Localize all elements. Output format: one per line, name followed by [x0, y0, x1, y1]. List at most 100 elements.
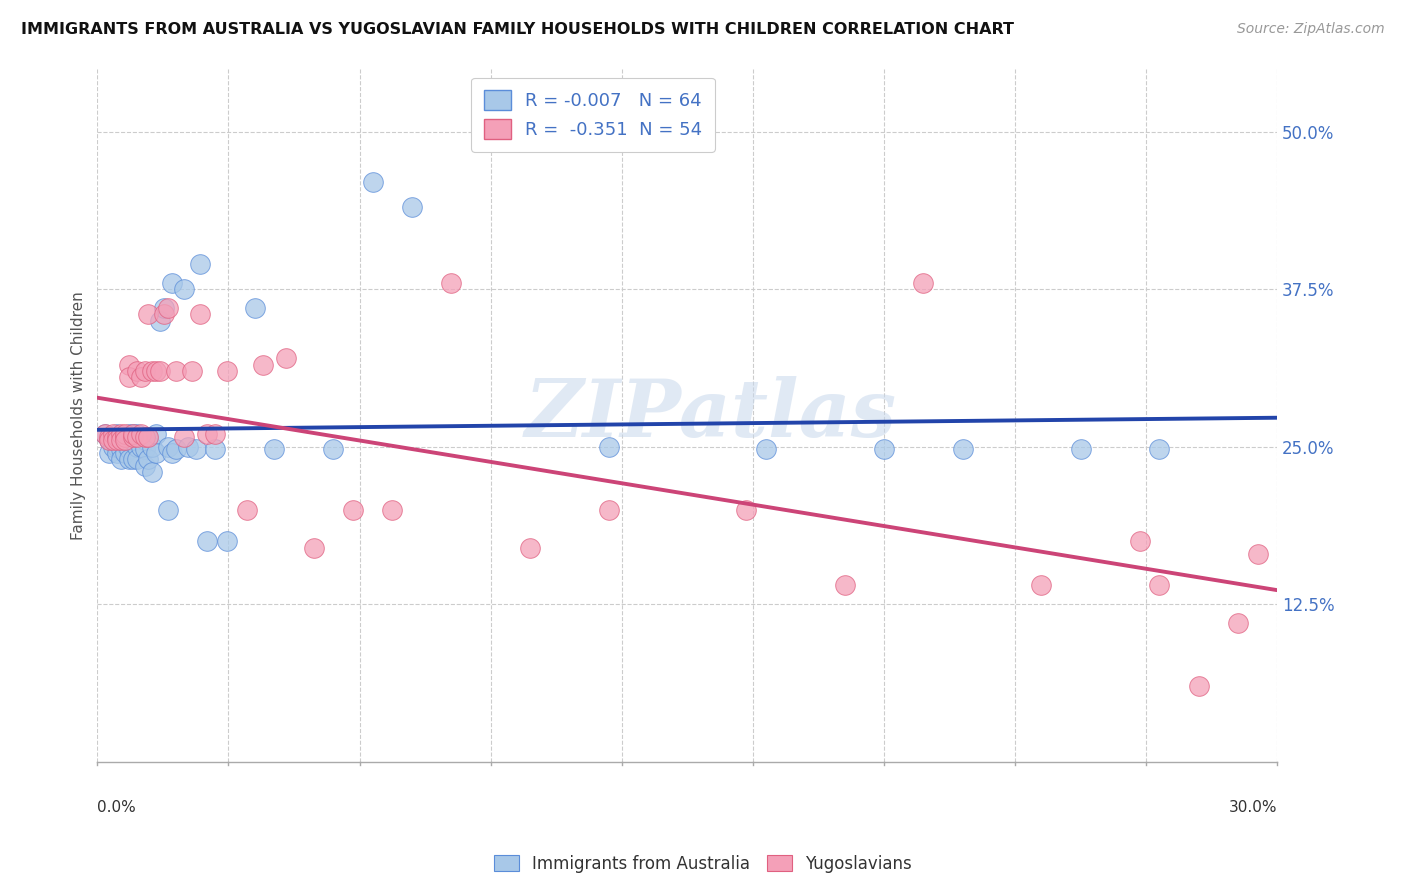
Point: [105, 434, 128, 448]
Point: [153, 307, 176, 321]
Point: [114, 429, 136, 443]
Point: [114, 446, 136, 460]
Point: [165, 442, 187, 457]
Point: [101, 434, 124, 448]
Y-axis label: Family Households with Children: Family Households with Children: [72, 291, 86, 540]
Point: [98, 446, 121, 460]
Point: [114, 434, 136, 448]
Point: [157, 440, 180, 454]
Text: 30.0%: 30.0%: [1229, 800, 1277, 815]
Point: [118, 427, 141, 442]
Point: [145, 427, 167, 442]
Point: [110, 434, 132, 448]
Point: [118, 370, 141, 384]
Text: ZIPatlas: ZIPatlas: [524, 376, 897, 454]
Point: [125, 452, 148, 467]
Point: [735, 502, 758, 516]
Point: [184, 442, 207, 457]
Point: [98, 434, 121, 448]
Point: [204, 442, 226, 457]
Point: [1246, 547, 1268, 561]
Point: [129, 427, 152, 442]
Point: [118, 358, 141, 372]
Point: [153, 301, 176, 315]
Point: [118, 442, 141, 457]
Point: [134, 364, 156, 378]
Point: [105, 446, 128, 460]
Point: [243, 301, 266, 315]
Point: [302, 541, 325, 555]
Point: [197, 534, 219, 549]
Point: [125, 427, 148, 442]
Point: [125, 364, 148, 378]
Point: [160, 446, 183, 460]
Point: [101, 434, 124, 448]
Point: [101, 427, 124, 442]
Point: [149, 364, 172, 378]
Point: [105, 429, 128, 443]
Point: [276, 351, 298, 366]
Point: [114, 427, 136, 442]
Text: Source: ZipAtlas.com: Source: ZipAtlas.com: [1237, 22, 1385, 37]
Point: [114, 437, 136, 451]
Point: [1187, 679, 1209, 693]
Point: [110, 442, 132, 457]
Point: [105, 427, 128, 442]
Text: IMMIGRANTS FROM AUSTRALIA VS YUGOSLAVIAN FAMILY HOUSEHOLDS WITH CHILDREN CORRELA: IMMIGRANTS FROM AUSTRALIA VS YUGOSLAVIAN…: [21, 22, 1014, 37]
Point: [145, 364, 167, 378]
Point: [141, 364, 163, 378]
Point: [598, 440, 620, 454]
Point: [204, 427, 226, 442]
Point: [401, 200, 423, 214]
Point: [129, 440, 152, 454]
Point: [188, 307, 211, 321]
Point: [105, 440, 128, 454]
Point: [180, 364, 202, 378]
Point: [165, 364, 187, 378]
Point: [1149, 442, 1171, 457]
Point: [834, 578, 856, 592]
Point: [129, 429, 152, 443]
Point: [1031, 578, 1053, 592]
Point: [125, 440, 148, 454]
Point: [381, 502, 404, 516]
Point: [217, 364, 239, 378]
Point: [121, 452, 143, 467]
Point: [263, 442, 285, 457]
Point: [217, 534, 239, 549]
Legend: R = -0.007   N = 64, R =  -0.351  N = 54: R = -0.007 N = 64, R = -0.351 N = 54: [471, 78, 714, 152]
Point: [141, 465, 163, 479]
Point: [134, 458, 156, 473]
Point: [110, 429, 132, 443]
Point: [110, 427, 132, 442]
Point: [138, 452, 160, 467]
Point: [173, 282, 195, 296]
Point: [1129, 534, 1152, 549]
Point: [121, 427, 143, 442]
Point: [145, 446, 167, 460]
Text: 0.0%: 0.0%: [97, 800, 136, 815]
Point: [101, 434, 124, 448]
Point: [519, 541, 541, 555]
Point: [129, 370, 152, 384]
Point: [110, 452, 132, 467]
Point: [114, 434, 136, 448]
Point: [149, 313, 172, 327]
Point: [110, 434, 132, 448]
Point: [105, 434, 128, 448]
Point: [141, 440, 163, 454]
Point: [157, 502, 180, 516]
Point: [94, 427, 117, 442]
Point: [236, 502, 259, 516]
Point: [121, 429, 143, 443]
Point: [134, 442, 156, 457]
Point: [177, 440, 200, 454]
Point: [94, 427, 117, 442]
Point: [134, 429, 156, 443]
Point: [138, 429, 160, 443]
Point: [118, 452, 141, 467]
Point: [952, 442, 974, 457]
Point: [342, 502, 364, 516]
Point: [138, 429, 160, 443]
Point: [1226, 616, 1249, 631]
